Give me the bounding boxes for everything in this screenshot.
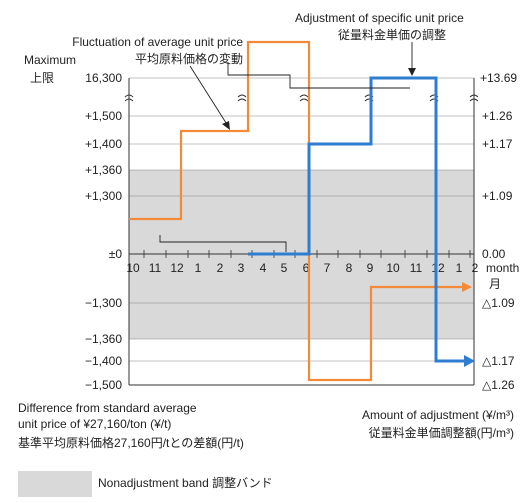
left-tick-label: ±0 xyxy=(109,247,123,261)
month-label: 4 xyxy=(260,261,267,275)
average-price-series-arrowhead xyxy=(462,282,472,292)
right-tick-label: △1.09 xyxy=(482,296,515,310)
left-tick-label: −1,300 xyxy=(85,296,122,310)
leader-average-b xyxy=(189,65,229,127)
month-label: 8 xyxy=(346,261,353,275)
month-label: 11 xyxy=(149,261,162,275)
annotation-average-en: Fluctuation of average unit price xyxy=(72,35,243,49)
right-tick-label: 0.00 xyxy=(482,247,506,261)
leader-lines xyxy=(159,42,413,252)
x-unit-en: month xyxy=(486,261,519,275)
annotation-max-en: Maximum xyxy=(24,53,76,67)
month-label: 1 xyxy=(456,261,463,275)
axis-break-mid2 xyxy=(299,94,309,102)
legend-band-swatch xyxy=(18,471,92,497)
month-label: 2 xyxy=(217,261,224,275)
annotation-average-jp: 平均原料価格の変動 xyxy=(135,51,243,66)
right-tick-label: +1.09 xyxy=(482,189,513,203)
month-label: 12 xyxy=(431,261,445,275)
axis-break-right xyxy=(469,94,479,102)
average-price-series-line xyxy=(129,40,462,382)
x-unit-jp: 月 xyxy=(489,277,501,291)
left-tick-label: +1,300 xyxy=(85,189,122,203)
axis-breaks xyxy=(124,94,479,102)
left-tick-label: −1,400 xyxy=(85,354,122,368)
right-axis-title-jp: 従量料金単価調整額(円/m³) xyxy=(369,425,514,440)
left-tick-label: +1,500 xyxy=(85,109,122,123)
leader-zero xyxy=(159,235,287,252)
month-label: 5 xyxy=(281,261,288,275)
right-tick-label: +13.69 xyxy=(480,71,517,85)
right-tick-label: △1.17 xyxy=(482,354,515,368)
month-label: 1 xyxy=(195,261,202,275)
month-label: 7 xyxy=(324,261,331,275)
right-tick-label: △1.26 xyxy=(482,378,515,392)
month-label: 10 xyxy=(386,261,400,275)
month-label: 9 xyxy=(367,261,374,275)
left-axis-title-line2: unit price of ¥27,160/ton (¥/t) xyxy=(18,417,171,431)
right-axis-title-en: Amount of adjustment (¥/m³) xyxy=(362,408,514,422)
specific-price-series-arrowhead xyxy=(464,355,475,367)
leader-average-arrowhead xyxy=(222,121,230,130)
specific-price-series-line xyxy=(248,76,464,363)
month-labels: 10 11 12 1 2 3 4 5 6 7 8 9 10 11 12 1 2 … xyxy=(126,261,519,291)
axis-break-mid1 xyxy=(237,94,247,102)
month-label: 10 xyxy=(126,261,140,275)
right-tick-label: +1.17 xyxy=(482,137,513,151)
leader-specific-arrowhead xyxy=(408,68,416,76)
left-axis-ticks: 16,300 +1,500 +1,400 +1,360 +1,300 ±0 −1… xyxy=(85,71,122,392)
left-tick-label: 16,300 xyxy=(85,71,122,85)
annotation-specific-jp: 従量料金単価の調整 xyxy=(338,27,446,42)
left-tick-label: −1,360 xyxy=(85,332,122,346)
legend-band-label: Nonadjustment band 調整バンド xyxy=(98,475,273,490)
month-label: 11 xyxy=(410,261,423,275)
left-tick-label: +1,360 xyxy=(85,163,122,177)
left-axis-title-jp: 基準平均原料価格27,160円/tとの差額(円/t) xyxy=(18,435,244,450)
axis-break-left xyxy=(124,94,134,102)
gridlines xyxy=(129,77,474,362)
left-tick-label: −1,500 xyxy=(85,378,122,392)
right-tick-label: +1.26 xyxy=(482,109,513,123)
left-axis-title-line1: Difference from standard average xyxy=(18,401,197,415)
left-tick-label: +1,400 xyxy=(85,137,122,151)
month-label: 6 xyxy=(303,261,310,275)
month-label: 12 xyxy=(170,261,184,275)
right-axis-ticks: +13.69 +1.26 +1.17 +1.09 0.00 △1.09 △1.1… xyxy=(480,71,517,392)
annotation-max-jp: 上限 xyxy=(30,71,54,85)
month-label: 2 xyxy=(472,261,479,275)
leader-average-a xyxy=(227,62,410,89)
month-label: 3 xyxy=(238,261,245,275)
annotation-specific-en: Adjustment of specific unit price xyxy=(295,11,464,25)
